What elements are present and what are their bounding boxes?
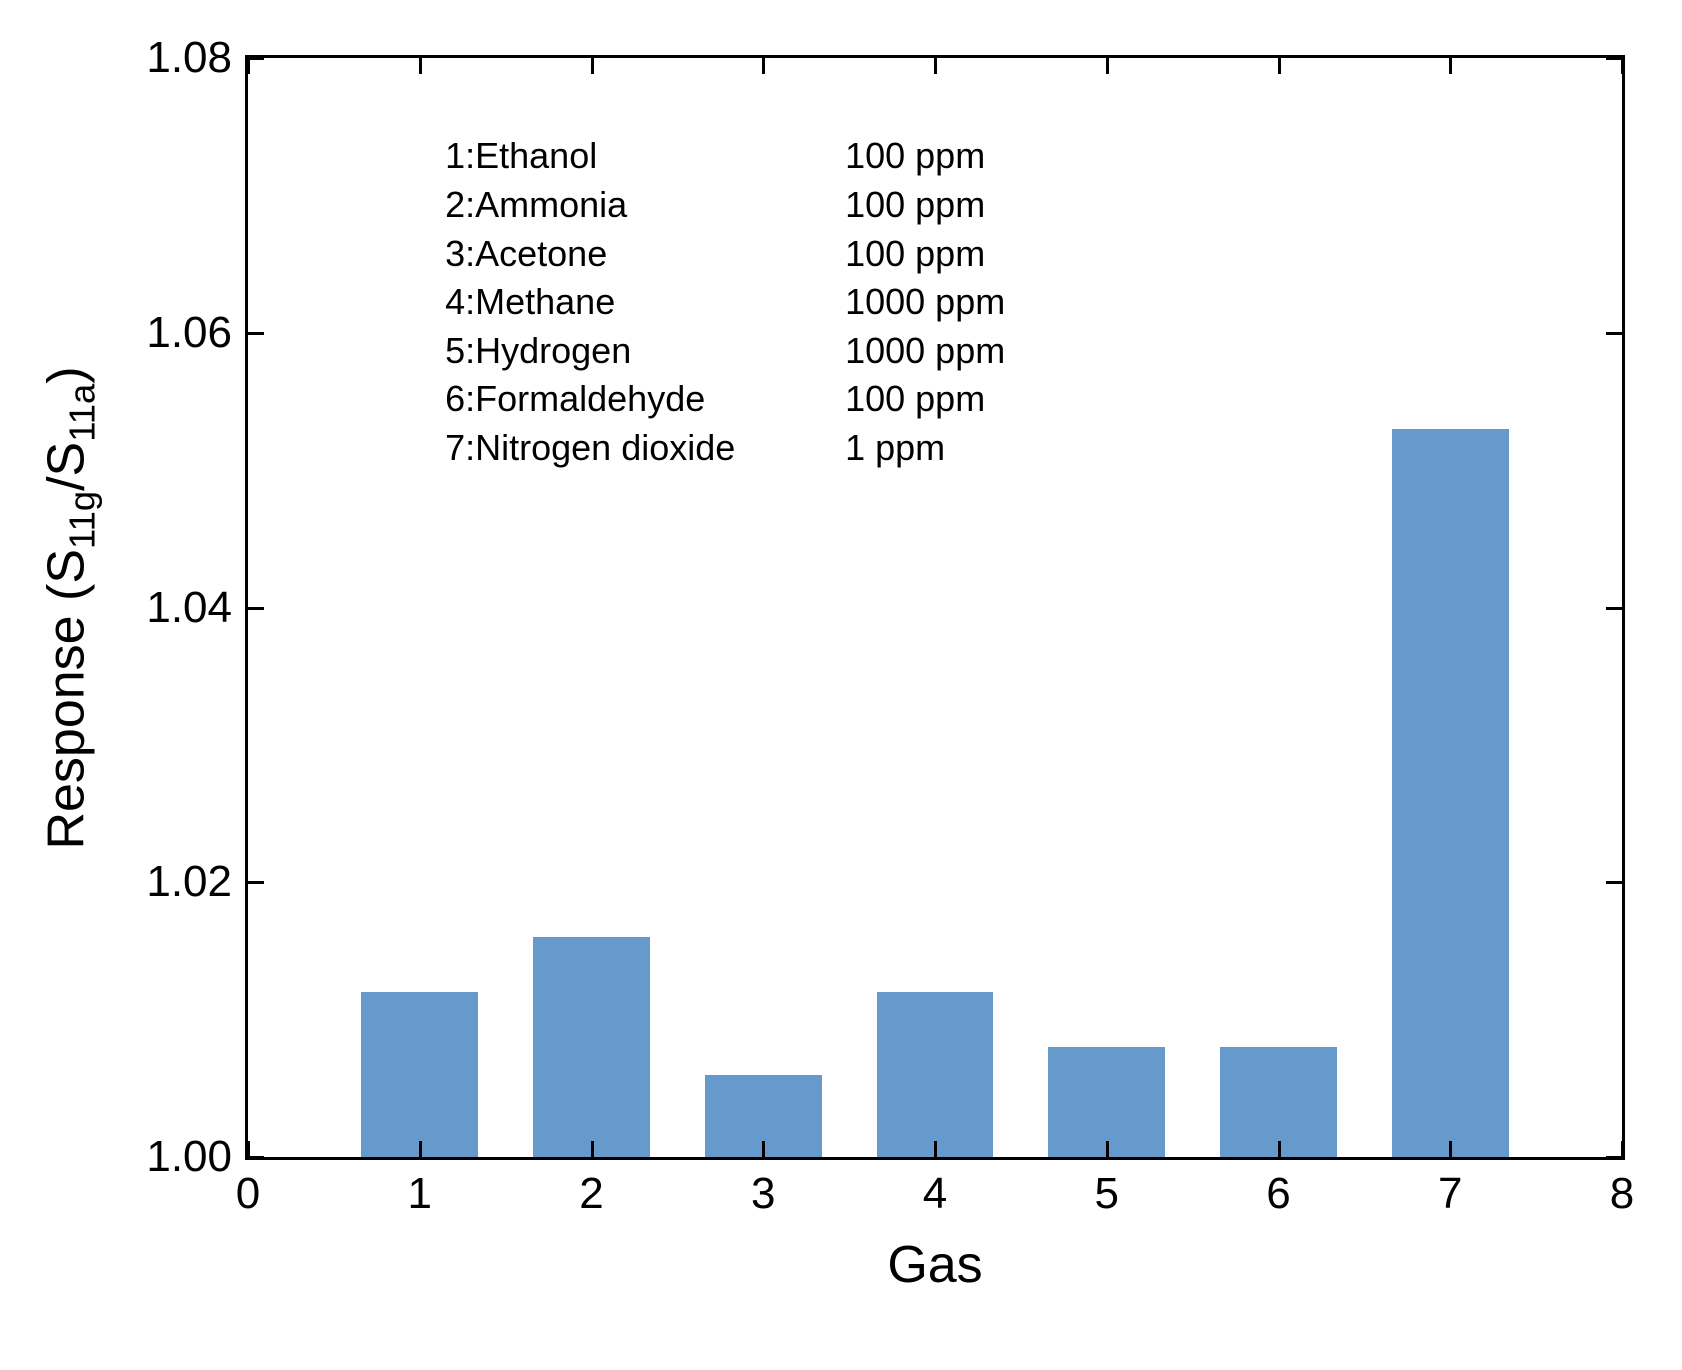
- x-tick-bottom: [762, 1141, 765, 1157]
- x-tick-bottom: [247, 1141, 250, 1157]
- legend-key: 4:Methane: [445, 278, 845, 327]
- x-tick-label: 3: [751, 1169, 775, 1219]
- legend-row: 3:Acetone100 ppm: [445, 230, 1005, 279]
- legend-key: 1:Ethanol: [445, 132, 845, 181]
- legend-value: 100 ppm: [845, 375, 985, 424]
- y-tick-label: 1.00: [146, 1132, 232, 1182]
- legend-row: 4:Methane1000 ppm: [445, 278, 1005, 327]
- bar-1: [361, 992, 478, 1157]
- y-tick-right: [1606, 332, 1622, 335]
- y-tick-label: 1.08: [146, 33, 232, 83]
- y-tick-label: 1.02: [146, 857, 232, 907]
- legend-value: 1 ppm: [845, 424, 945, 473]
- y-tick-left: [248, 332, 264, 335]
- x-tick-label: 5: [1095, 1169, 1119, 1219]
- chart-wrapper: 0 1 2 3 4 5 6 7 8 1.00 1.02 1.04 1.06 1.08 Gas Respon…: [0, 0, 1682, 1370]
- bar-2: [533, 937, 650, 1157]
- x-tick-top: [247, 58, 250, 74]
- y-axis-title: Response (S11g/S11a): [36, 366, 103, 849]
- x-tick-bottom: [1621, 1141, 1624, 1157]
- legend-key: 2:Ammonia: [445, 181, 845, 230]
- y-tick-right: [1606, 57, 1622, 60]
- legend-key: 3:Acetone: [445, 230, 845, 279]
- y-tick-left: [248, 881, 264, 884]
- y-tick-label: 1.06: [146, 308, 232, 358]
- x-tick-top: [419, 58, 422, 74]
- x-tick-top: [762, 58, 765, 74]
- y-tick-right: [1606, 1156, 1622, 1159]
- x-tick-top: [1106, 58, 1109, 74]
- legend-value: 100 ppm: [845, 132, 985, 181]
- x-tick-label: 6: [1266, 1169, 1290, 1219]
- legend-key: 5:Hydrogen: [445, 327, 845, 376]
- legend-row: 1:Ethanol100 ppm: [445, 132, 1005, 181]
- legend-value: 1000 ppm: [845, 327, 1005, 376]
- x-tick-top: [934, 58, 937, 74]
- x-tick-bottom: [1106, 1141, 1109, 1157]
- x-tick-bottom: [934, 1141, 937, 1157]
- y-tick-label: 1.04: [146, 583, 232, 633]
- x-tick-top: [1449, 58, 1452, 74]
- bar-4: [877, 992, 994, 1157]
- x-tick-label: 7: [1438, 1169, 1462, 1219]
- x-tick-bottom: [419, 1141, 422, 1157]
- y-tick-right: [1606, 607, 1622, 610]
- x-tick-label: 2: [579, 1169, 603, 1219]
- legend-row: 2:Ammonia100 ppm: [445, 181, 1005, 230]
- x-tick-label: 1: [408, 1169, 432, 1219]
- y-tick-right: [1606, 881, 1622, 884]
- y-tick-left: [248, 1156, 264, 1159]
- y-tick-left: [248, 57, 264, 60]
- bar-7: [1392, 429, 1509, 1157]
- legend: 1:Ethanol100 ppm2:Ammonia100 ppm3:Aceton…: [445, 132, 1005, 472]
- legend-value: 100 ppm: [845, 181, 985, 230]
- x-tick-bottom: [1278, 1141, 1281, 1157]
- legend-row: 5:Hydrogen1000 ppm: [445, 327, 1005, 376]
- x-axis-title: Gas: [887, 1235, 982, 1295]
- legend-row: 6:Formaldehyde100 ppm: [445, 375, 1005, 424]
- legend-key: 7:Nitrogen dioxide: [445, 424, 845, 473]
- legend-value: 100 ppm: [845, 230, 985, 279]
- x-tick-top: [1278, 58, 1281, 74]
- x-tick-top: [591, 58, 594, 74]
- x-tick-bottom: [591, 1141, 594, 1157]
- x-tick-label: 4: [923, 1169, 947, 1219]
- x-tick-label: 8: [1610, 1169, 1634, 1219]
- x-tick-bottom: [1449, 1141, 1452, 1157]
- legend-key: 6:Formaldehyde: [445, 375, 845, 424]
- y-tick-left: [248, 607, 264, 610]
- legend-value: 1000 ppm: [845, 278, 1005, 327]
- x-tick-label: 0: [236, 1169, 260, 1219]
- x-tick-top: [1621, 58, 1624, 74]
- legend-row: 7:Nitrogen dioxide1 ppm: [445, 424, 1005, 473]
